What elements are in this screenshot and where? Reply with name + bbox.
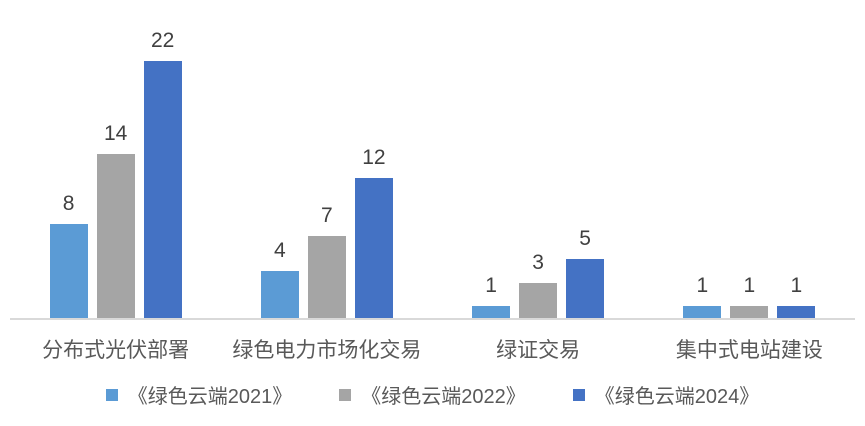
legend-label: 《绿色云端2022》 <box>361 386 526 408</box>
legend-label: 《绿色云端2021》 <box>127 386 293 408</box>
category-label: 集中式电站建设 <box>675 339 823 362</box>
category-label: 绿证交易 <box>496 339 581 362</box>
bar-slot: 1 <box>683 274 722 318</box>
bar <box>307 236 346 318</box>
value-label: 22 <box>150 29 175 52</box>
category-label: 分布式光伏部署 <box>42 339 190 362</box>
bar <box>777 306 816 318</box>
value-label: 7 <box>321 204 333 227</box>
bar <box>49 224 88 318</box>
bar-slot: 7 <box>307 204 346 318</box>
bar-slot: 1 <box>472 274 511 318</box>
bar-slot: 3 <box>519 251 558 318</box>
legend-item: 《绿色云端2022》 <box>339 380 526 409</box>
bar <box>683 306 722 318</box>
legend-swatch-icon <box>105 388 118 401</box>
plot-area: 8 14 22 4 7 12 1 3 5 1 1 1 <box>10 0 855 320</box>
value-label: 1 <box>790 274 803 297</box>
bar-slot: 14 <box>96 122 135 318</box>
bar <box>519 283 558 318</box>
value-label: 1 <box>743 274 756 297</box>
value-label: 5 <box>579 227 591 250</box>
legend-item: 《绿色云端2024》 <box>572 380 760 409</box>
legend: 《绿色云端2021》 《绿色云端2022》 《绿色云端2024》 <box>0 380 865 409</box>
bar <box>96 154 135 318</box>
bar-slot: 12 <box>354 146 393 318</box>
bar-slot: 22 <box>143 29 182 318</box>
value-label: 4 <box>274 239 286 262</box>
bar <box>354 178 393 318</box>
bar-slot: 5 <box>566 227 605 318</box>
legend-label: 《绿色云端2024》 <box>594 386 760 408</box>
bar <box>260 271 299 318</box>
legend-swatch-icon <box>572 388 585 401</box>
category-label: 绿色电力市场化交易 <box>232 339 422 362</box>
bar-group: 4 7 12 <box>221 0 432 318</box>
bar <box>730 306 769 318</box>
bar-group: 8 14 22 <box>10 0 221 318</box>
bar-group: 1 3 5 <box>433 0 644 318</box>
bar-slot: 1 <box>777 274 816 318</box>
value-label: 1 <box>696 274 709 297</box>
bar <box>143 61 182 318</box>
bar-slot: 8 <box>49 192 88 318</box>
legend-item: 《绿色云端2021》 <box>105 380 293 409</box>
value-label: 8 <box>62 192 75 215</box>
bar <box>566 259 605 318</box>
bar-slot: 4 <box>260 239 299 318</box>
value-label: 3 <box>532 251 544 274</box>
bar <box>472 306 511 318</box>
bar-group: 1 1 1 <box>644 0 855 318</box>
legend-swatch-icon <box>339 388 352 401</box>
bar-slot: 1 <box>730 274 769 318</box>
category-axis: 分布式光伏部署 绿色电力市场化交易 绿证交易 集中式电站建设 <box>10 334 855 364</box>
value-label: 14 <box>103 122 128 145</box>
value-label: 12 <box>362 146 386 169</box>
value-label: 1 <box>485 274 497 297</box>
